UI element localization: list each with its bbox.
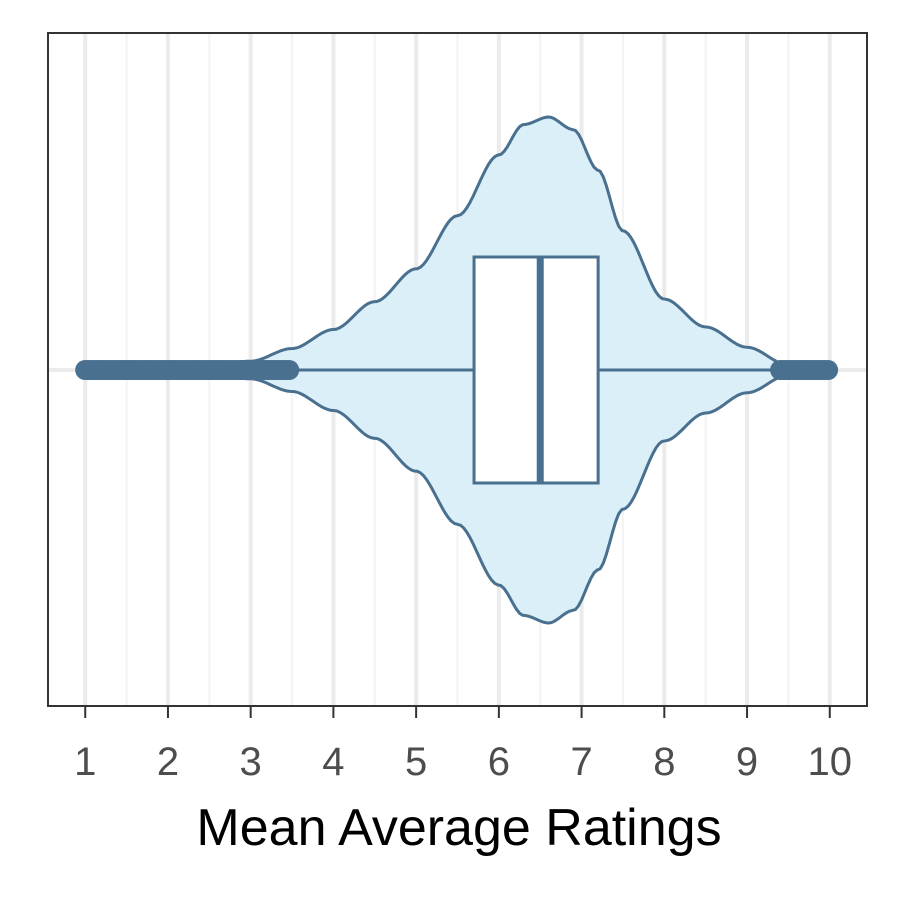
x-tick-label: 3 [240,740,262,784]
x-tick-label: 1 [74,740,96,784]
x-axis: 1 2 3 4 5 6 7 8 9 10 [74,706,852,784]
x-tick-label: 2 [157,740,179,784]
panel-border [47,32,868,707]
x-tick-label: 6 [488,740,510,784]
outlier-point-high [818,360,839,380]
x-axis-title: Mean Average Ratings [196,799,721,857]
x-tick-label: 4 [322,740,344,784]
x-tick-label: 5 [405,740,427,784]
x-tick-label: 7 [570,740,592,784]
outlier-points [75,360,839,380]
x-tick-label: 9 [736,740,758,784]
outlier-point-low [279,360,300,380]
box-layer [292,255,781,485]
iqr-box [472,255,600,485]
x-tick-label: 10 [808,740,853,784]
x-tick-label: 8 [653,740,675,784]
